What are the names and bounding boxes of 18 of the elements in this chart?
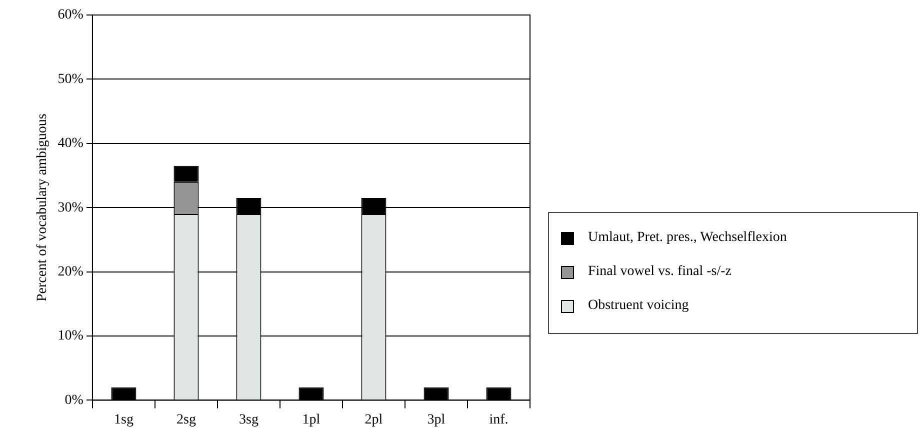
legend-label: Umlaut, Pret. pres., Wechselflexion	[588, 230, 787, 246]
x-tick-label: 1sg	[114, 412, 134, 428]
y-tick-label: 60%	[58, 8, 84, 23]
y-tick-label: 40%	[58, 136, 84, 152]
x-tick-label: 2pl	[364, 412, 383, 428]
y-tick-label: 20%	[58, 264, 84, 280]
x-tick-label: 3sg	[239, 412, 258, 428]
x-tick-label: inf.	[489, 412, 508, 428]
x-tick-label: 3pl	[427, 412, 446, 428]
x-tick-label: 2sg	[176, 412, 196, 428]
y-tick-label: 0%	[64, 392, 84, 408]
legend-label: Final vowel vs. final -s/-z	[588, 264, 732, 280]
y-tick-label: 50%	[58, 72, 84, 87]
x-tick-label: 1pl	[302, 412, 320, 428]
legend-label: Obstruent voicing	[588, 298, 689, 314]
y-tick-label: 30%	[58, 200, 84, 216]
y-axis-title: Percent of vocabulary ambiguous	[35, 114, 50, 302]
y-tick-label: 10%	[58, 328, 84, 344]
